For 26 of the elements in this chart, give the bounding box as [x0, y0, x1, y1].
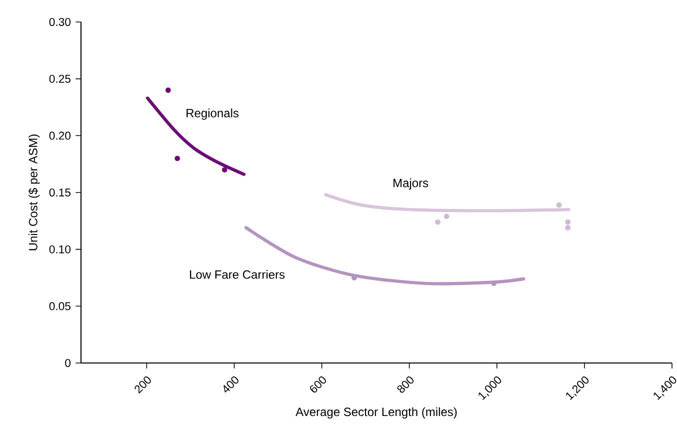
x-tick-label: 400	[224, 376, 238, 393]
point	[565, 225, 570, 230]
y-tick-label: 0.10	[49, 245, 71, 254]
series-label: Regionals	[186, 108, 239, 120]
x-tick-label: 800	[397, 376, 414, 393]
point	[174, 156, 180, 162]
point	[556, 202, 562, 208]
point	[222, 167, 228, 172]
x-tick-label: 600	[310, 376, 326, 392]
line-series	[146, 96, 246, 176]
y-axis-title: Unit Cost ($ per ASM)	[28, 134, 40, 250]
y-tick-label: 0	[65, 358, 71, 367]
y-tick-label: 0.25	[49, 74, 70, 83]
point	[165, 88, 171, 93]
y-tick-label: 0.30	[49, 18, 71, 26]
series-label: Majors	[394, 178, 428, 190]
series-label: Low Fare Carriers	[190, 270, 285, 279]
point	[435, 219, 440, 225]
point	[565, 219, 570, 225]
y-tick-label: 0.20	[49, 132, 71, 140]
line-series	[244, 226, 526, 286]
y-tick-label: 0.05	[49, 302, 70, 310]
point	[444, 214, 450, 220]
x-axis-title: Average Sector Length (miles)	[296, 407, 457, 418]
x-tick-label: 200	[134, 376, 151, 394]
y-tick-label: 0.15	[49, 188, 70, 196]
